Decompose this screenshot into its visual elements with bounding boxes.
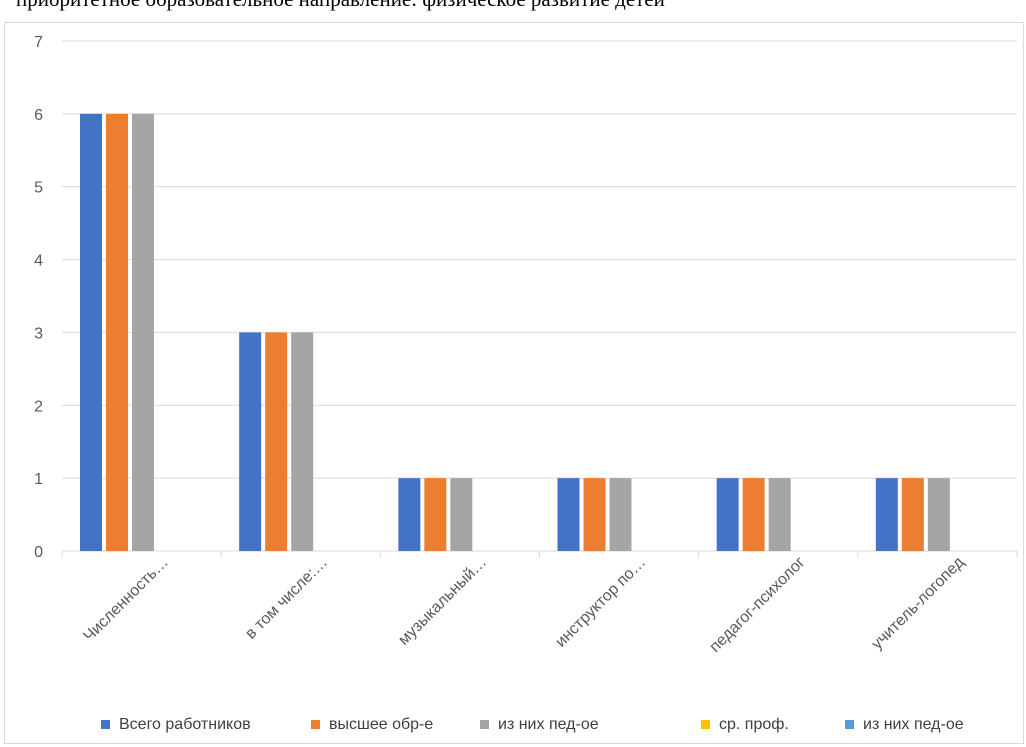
legend-swatch <box>701 720 710 729</box>
gridlines <box>62 40 1017 479</box>
bar <box>901 478 924 551</box>
bar <box>80 113 102 551</box>
x-tick-label: учитель-логопед <box>869 553 969 653</box>
x-tick-label: музыкальный… <box>395 554 490 649</box>
y-tick-label: 3 <box>34 325 43 342</box>
legend-label: из них пед-ое <box>498 716 599 733</box>
bar <box>265 332 288 551</box>
legend-swatch <box>101 720 110 729</box>
y-tick-label: 0 <box>34 544 43 561</box>
y-tick-label: 2 <box>34 398 43 415</box>
legend-label: Всего работников <box>119 716 251 733</box>
bar <box>424 478 447 551</box>
bars <box>80 113 950 551</box>
bar <box>583 478 606 551</box>
legend-swatch <box>311 720 320 729</box>
bar-chart: 0 1 2 3 4 5 6 7 Численность… в том числе:… музыкал… <box>34 34 1018 733</box>
legend-label: ср. проф. <box>719 716 789 733</box>
legend-swatch <box>480 720 489 729</box>
x-tick-label: инструктор по… <box>552 554 649 651</box>
bar <box>927 478 950 551</box>
bar <box>768 478 791 551</box>
bar <box>875 478 898 551</box>
x-tick-label: в том числе:… <box>242 554 331 643</box>
y-tick-label: 4 <box>34 253 43 270</box>
y-tick-label: 6 <box>34 107 43 124</box>
y-tick-label: 1 <box>34 471 43 488</box>
bar <box>106 113 128 551</box>
legend-label: из них пед-ое <box>863 716 964 733</box>
x-tick-label: Численность… <box>81 554 172 645</box>
bar <box>450 478 473 551</box>
y-tick-label: 5 <box>34 180 43 197</box>
legend-swatch <box>845 720 854 729</box>
bar <box>239 332 262 551</box>
legend: Всего работников высшее обр-е из них пед-о… <box>101 716 964 733</box>
bar <box>716 478 739 551</box>
bar <box>291 332 314 551</box>
bar <box>132 113 154 551</box>
y-tick-label: 7 <box>34 34 43 51</box>
chart-frame: 0 1 2 3 4 5 6 7 Численность… в том числе:… музыкал… <box>4 22 1024 744</box>
x-tick-label: педагог-психолог <box>707 554 809 656</box>
legend-label: высшее обр-е <box>329 716 433 733</box>
bar <box>557 478 580 551</box>
axes: 0 1 2 3 4 5 6 7 Численность… в том числе:… музыкал… <box>34 34 1018 656</box>
header-text: приоритетное образовательное направление… <box>16 0 665 12</box>
bar <box>398 478 421 551</box>
bar <box>609 478 632 551</box>
bar <box>742 478 765 551</box>
page-header: приоритетное образовательное направление… <box>0 0 1026 22</box>
